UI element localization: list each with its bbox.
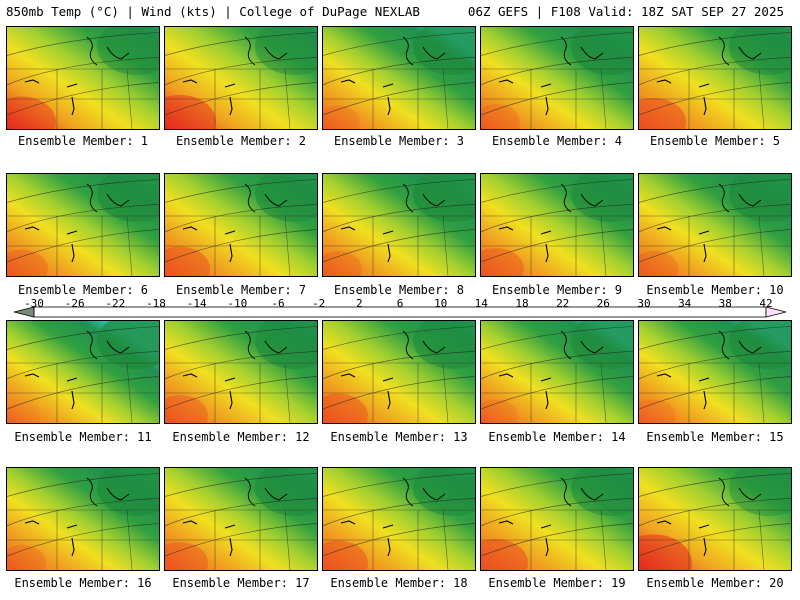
member-caption: Ensemble Member: 8	[333, 283, 465, 297]
colorbar-tick-label: 14	[474, 297, 488, 310]
ensemble-map-panel	[6, 467, 160, 571]
member-caption: Ensemble Member: 10	[646, 283, 784, 297]
temperature-field-map	[639, 468, 791, 570]
temperature-field-map	[165, 174, 317, 276]
ensemble-map-panel	[322, 320, 476, 424]
ensemble-map-panel	[322, 26, 476, 130]
ensemble-map-panel	[638, 320, 792, 424]
member-caption: Ensemble Member: 12	[172, 430, 310, 444]
colorbar-tick-label: 26	[596, 297, 610, 310]
temperature-field-map	[323, 321, 475, 423]
colorbar-tick-label: -6	[271, 297, 285, 310]
temperature-field-map	[7, 27, 159, 129]
colorbar-tick-label: -2	[312, 297, 326, 310]
colorbar-tick-label: 34	[678, 297, 692, 310]
temperature-field-map	[7, 468, 159, 570]
ensemble-map-panel	[480, 173, 634, 277]
member-caption: Ensemble Member: 3	[333, 134, 465, 148]
member-caption: Ensemble Member: 5	[649, 134, 781, 148]
colorbar-tick-label: -30	[24, 297, 44, 310]
temperature-field-map	[165, 321, 317, 423]
member-caption: Ensemble Member: 1	[17, 134, 149, 148]
member-caption: Ensemble Member: 7	[175, 283, 307, 297]
colorbar-tick-label: -18	[146, 297, 166, 310]
ensemble-map-panel	[6, 320, 160, 424]
ensemble-map-panel	[480, 26, 634, 130]
colorbar-tick-label: -10	[227, 297, 248, 310]
model-run-info: 06Z GEFS | F108 Valid: 18Z SAT SEP 27 20…	[467, 4, 784, 19]
ensemble-map-panel	[322, 173, 476, 277]
temperature-field-map	[7, 321, 159, 423]
temperature-colorbar	[13, 306, 787, 318]
member-caption: Ensemble Member: 14	[488, 430, 626, 444]
member-caption: Ensemble Member: 9	[491, 283, 623, 297]
map-title: 850mb Temp (°C) | Wind (kts) | College o…	[6, 4, 420, 19]
temperature-field-map	[639, 321, 791, 423]
temperature-field-map	[481, 27, 633, 129]
ensemble-map-panel	[164, 320, 318, 424]
ensemble-map-panel	[480, 320, 634, 424]
member-caption: Ensemble Member: 4	[491, 134, 623, 148]
ensemble-map-panel	[6, 26, 160, 130]
ensemble-map-panel	[164, 173, 318, 277]
colorbar-tick-label: -26	[64, 297, 85, 310]
temperature-field-map	[165, 468, 317, 570]
temperature-field-map	[639, 174, 791, 276]
ensemble-map-panel	[638, 26, 792, 130]
temperature-field-map	[481, 468, 633, 570]
member-caption: Ensemble Member: 16	[14, 576, 152, 590]
colorbar-tick-label: 10	[434, 297, 448, 310]
temperature-field-map	[481, 174, 633, 276]
member-caption: Ensemble Member: 20	[646, 576, 784, 590]
member-caption: Ensemble Member: 11	[14, 430, 152, 444]
temperature-field-map	[7, 174, 159, 276]
colorbar-tick-label: -22	[105, 297, 126, 310]
ensemble-map-panel	[6, 173, 160, 277]
colorbar-tick-label: 42	[759, 297, 773, 310]
temperature-field-map	[165, 27, 317, 129]
member-caption: Ensemble Member: 18	[330, 576, 468, 590]
colorbar-tick-label: 30	[637, 297, 651, 310]
temperature-field-map	[323, 468, 475, 570]
temperature-field-map	[323, 174, 475, 276]
member-caption: Ensemble Member: 13	[330, 430, 468, 444]
colorbar-tick-label: 18	[515, 297, 529, 310]
colorbar-tick-label: 6	[396, 297, 404, 310]
ensemble-map-panel	[164, 467, 318, 571]
colorbar-tick-label: -14	[186, 297, 207, 310]
member-caption: Ensemble Member: 19	[488, 576, 626, 590]
colorbar-high-arrow	[765, 306, 787, 318]
member-caption: Ensemble Member: 6	[17, 283, 149, 297]
ensemble-map-panel	[480, 467, 634, 571]
colorbar-tick-label: 22	[556, 297, 570, 310]
colorbar-tick-label: 38	[718, 297, 732, 310]
member-caption: Ensemble Member: 17	[172, 576, 310, 590]
ensemble-map-panel	[322, 467, 476, 571]
temperature-field-map	[639, 27, 791, 129]
colorbar-tick-label: 2	[355, 297, 363, 310]
member-caption: Ensemble Member: 2	[175, 134, 307, 148]
ensemble-map-panel	[164, 26, 318, 130]
member-caption: Ensemble Member: 15	[646, 430, 784, 444]
ensemble-map-panel	[638, 467, 792, 571]
ensemble-map-panel	[638, 173, 792, 277]
temperature-field-map	[323, 27, 475, 129]
temperature-field-map	[481, 321, 633, 423]
